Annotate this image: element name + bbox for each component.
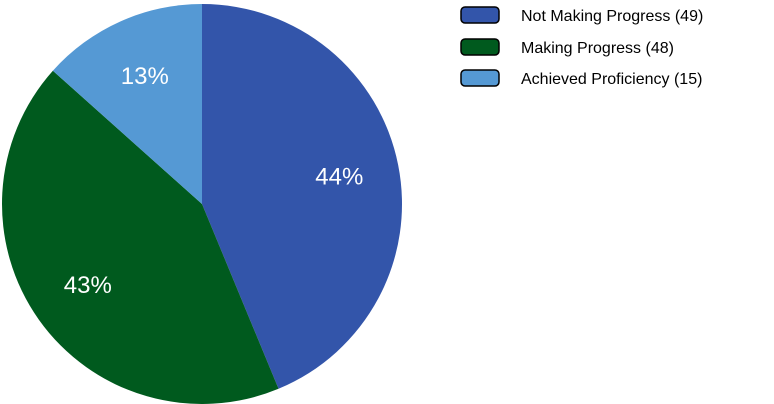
legend: Not Making Progress (49) Making Progress… — [460, 6, 703, 88]
pie-slice-label: 43% — [64, 272, 112, 299]
legend-entry: Not Making Progress (49) — [460, 6, 703, 25]
legend-swatch — [460, 6, 500, 24]
pie-slice-label: 13% — [121, 63, 169, 90]
pie-slice-labels: 44% 43% 13% — [64, 63, 364, 299]
pie-slice — [202, 4, 402, 389]
legend-label: Achieved Proficiency (15) — [521, 71, 702, 88]
legend-label: Not Making Progress (49) — [521, 8, 703, 25]
legend-label: Making Progress (48) — [521, 40, 674, 57]
legend-swatch — [460, 38, 500, 56]
pie-slice — [52, 4, 202, 204]
pie-slice — [2, 70, 279, 404]
legend-swatch — [460, 69, 500, 87]
legend-entry: Achieved Proficiency (15) — [460, 69, 702, 88]
legend-entry: Making Progress (48) — [460, 38, 674, 57]
pie-slice-label: 44% — [315, 164, 363, 191]
pie-slices — [2, 4, 402, 404]
